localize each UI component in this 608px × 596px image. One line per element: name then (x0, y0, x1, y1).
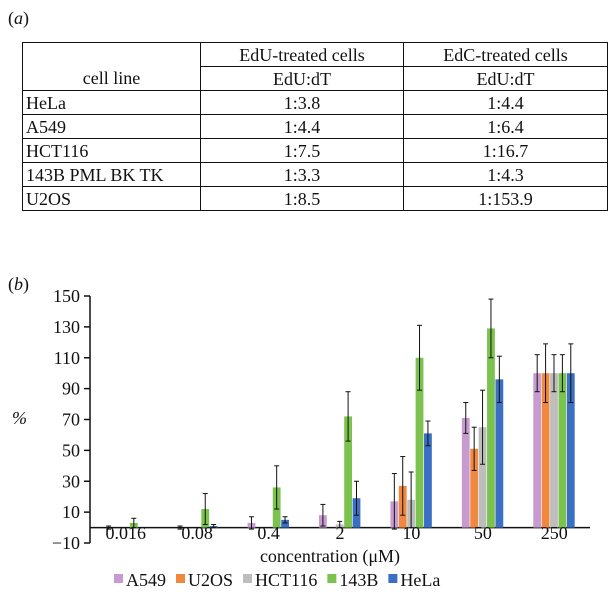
y-tick-label: 50 (62, 440, 80, 460)
legend-label-hct116: HCT116 (255, 570, 317, 590)
legend-swatch-hela (388, 574, 398, 583)
x-tick-label: 0.016 (105, 523, 146, 543)
edu-ratio-value: 1:4.4 (200, 114, 404, 139)
table-row: HeLa 1:3.8 1:4.4 (22, 90, 608, 115)
edu-ratio-value: 1:3.3 (200, 162, 404, 187)
x-axis-label: concentration (μM) (260, 546, 400, 567)
x-tick-label: 250 (541, 523, 568, 543)
x-tick-label: 0.4 (257, 523, 280, 543)
table-header-row-2: cell line EdU:dT EdU:dT (22, 66, 608, 91)
bar-hela-0.4 (281, 519, 289, 528)
legend-label-a549: A549 (126, 570, 166, 590)
x-tick-label: 0.08 (181, 523, 213, 543)
y-tick-label: 150 (53, 286, 80, 306)
table-row: 143B PML BK TK 1:3.3 1:4.3 (22, 162, 608, 187)
panel-a-label: (a) (8, 8, 29, 28)
bar-hct116-50 (478, 427, 487, 528)
x-tick-label: 2 (336, 523, 345, 543)
cell-line-name: U2OS (22, 186, 201, 211)
bar-143b-50 (487, 328, 495, 528)
header-edu-treated: EdU-treated cells (200, 42, 404, 67)
edc-ratio-value: 1:153.9 (403, 186, 608, 211)
bar-143b-250 (558, 373, 567, 528)
bar-hct116-250 (550, 373, 558, 528)
header-edc-treated: EdC-treated cells (403, 42, 608, 67)
bar-143b-10 (415, 357, 424, 528)
table-header-row-1: EdU-treated cells EdC-treated cells (22, 42, 608, 67)
y-tick-label: −10 (52, 533, 80, 553)
legend-label-u2os: U2OS (188, 570, 233, 590)
bar-chart-panel: (b) −10 10 30 50 70 90 110 130 150% 0.016 0.08 0.4 2… (0, 268, 608, 596)
bar-a549-50 (461, 417, 470, 528)
cell-line-name: HeLa (22, 90, 201, 115)
legend-label-143b: 143B (339, 570, 378, 590)
edu-ratio-value: 1:8.5 (200, 186, 404, 211)
legend-swatch-u2os (176, 574, 185, 583)
bar-chart: (b) −10 10 30 50 70 90 110 130 150% 0.016 0.08 0.4 2… (8, 274, 590, 590)
table-row: U2OS 1:8.5 1:153.9 (22, 186, 608, 211)
legend-swatch-hct116 (243, 574, 253, 583)
y-axis-label: % (12, 408, 27, 428)
y-tick-label: 110 (54, 348, 80, 368)
header-edu-ratio: EdU:dT (200, 66, 404, 91)
legend-swatch-a549 (114, 574, 123, 583)
bar-hela-250 (566, 373, 575, 528)
edu-ratio-value: 1:7.5 (200, 138, 404, 163)
table-row: A549 1:4.4 1:6.4 (22, 114, 608, 139)
panel-b-label: (b) (8, 274, 29, 295)
cell-line-name: A549 (22, 114, 201, 139)
bar-hela-50 (495, 379, 504, 528)
table-row: HCT116 1:7.5 1:16.7 (22, 138, 608, 163)
bar-a549-250 (533, 373, 542, 528)
edc-ratio-value: 1:16.7 (403, 138, 608, 163)
x-tick-label: 10 (402, 523, 420, 543)
y-tick-label: 10 (62, 502, 80, 522)
y-tick-label: 90 (62, 379, 80, 399)
edu-ratio-value: 1:3.8 (200, 90, 404, 115)
ratio-table: EdU-treated cells EdC-treated cells cell… (22, 42, 608, 211)
bar-u2os-50 (470, 448, 479, 528)
bar-143b-2 (344, 416, 352, 528)
cell-line-name: HCT116 (22, 138, 201, 163)
edc-ratio-value: 1:6.4 (403, 114, 608, 139)
legend-swatch-143b (327, 574, 337, 583)
bar-hela-10 (424, 433, 432, 528)
bar-u2os-250 (541, 373, 550, 528)
header-edc-ratio: EdU:dT (403, 66, 608, 91)
x-tick-label: 50 (474, 523, 492, 543)
header-empty-cell (22, 42, 201, 67)
header-cell-line: cell line (22, 66, 201, 91)
y-tick-label: 70 (62, 410, 80, 430)
y-tick-label: 30 (62, 471, 80, 491)
legend-label-hela: HeLa (400, 570, 440, 590)
y-tick-label: 130 (53, 317, 80, 337)
cell-line-name: 143B PML BK TK (22, 162, 201, 187)
edc-ratio-value: 1:4.3 (403, 162, 608, 187)
edc-ratio-value: 1:4.4 (403, 90, 608, 115)
